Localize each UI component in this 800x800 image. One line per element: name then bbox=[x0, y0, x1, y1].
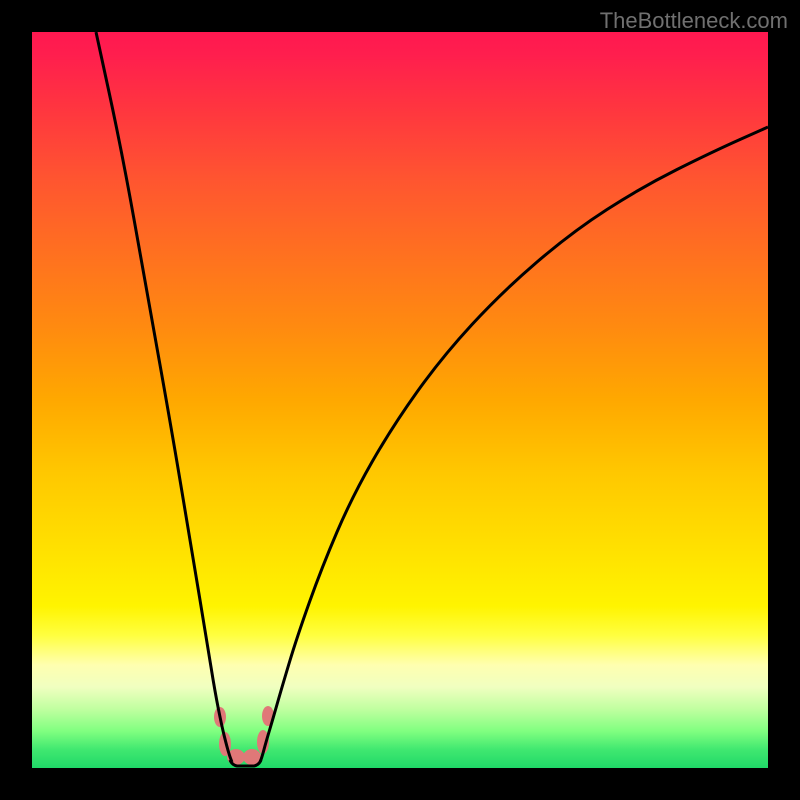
watermark-text: TheBottleneck.com bbox=[600, 8, 788, 34]
curve-left bbox=[96, 32, 232, 762]
bottleneck-chart bbox=[32, 32, 768, 768]
curve-right bbox=[260, 127, 768, 762]
chart-curves bbox=[32, 32, 768, 768]
